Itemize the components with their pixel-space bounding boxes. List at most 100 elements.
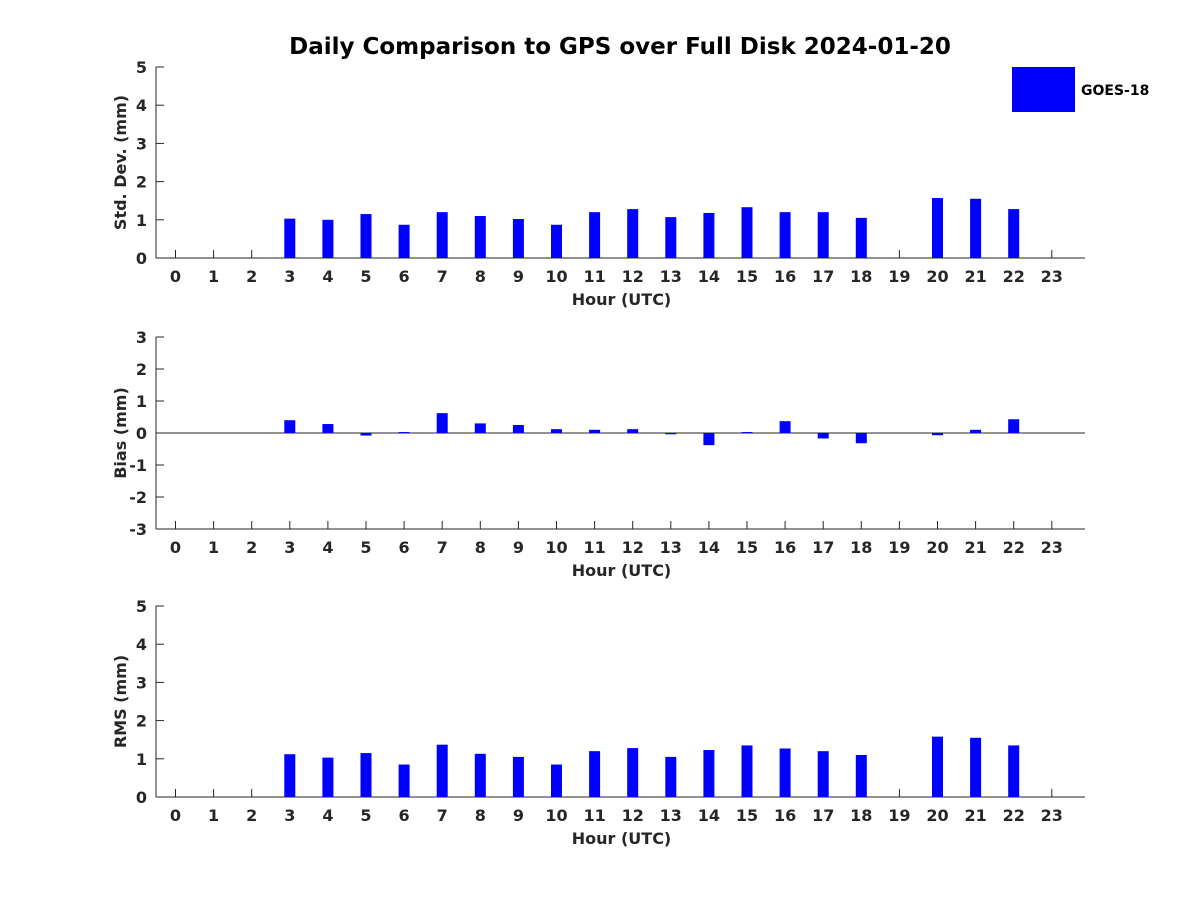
x-tick-label: 23 [1041,538,1063,557]
bar-hour-4 [322,757,334,797]
y-tick-label: 0 [136,788,147,807]
bar-hour-7 [436,413,448,433]
x-axis-label: Hour (UTC) [572,290,672,309]
y-tick-label: -3 [129,520,147,539]
bar-hour-17 [817,433,829,439]
bar-hour-5 [360,753,372,797]
bar-hour-10 [551,764,562,797]
x-tick-label: 12 [622,267,644,286]
bar-hour-13 [665,433,677,435]
x-tick-label: 21 [964,267,986,286]
bar-hour-3 [284,754,296,797]
y-tick-label: 3 [136,673,147,692]
x-tick-label: 13 [660,538,682,557]
x-tick-label: 5 [360,538,371,557]
x-tick-label: 13 [660,267,682,286]
x-tick-label: 16 [774,538,796,557]
x-tick-label: 4 [322,267,333,286]
bar-hour-20 [932,736,943,797]
x-tick-label: 23 [1041,806,1063,825]
x-tick-label: 9 [513,267,524,286]
x-tick-label: 2 [246,267,257,286]
bar-hour-11 [589,429,601,433]
y-tick-label: 1 [136,750,147,769]
x-tick-label: 15 [736,267,758,286]
x-tick-label: 18 [850,538,872,557]
bar-hour-3 [284,420,296,433]
bar-hour-15 [741,432,753,434]
bar-hour-6 [398,432,410,434]
bar-hour-9 [512,219,524,258]
x-tick-label: 22 [1003,267,1025,286]
y-tick-label: -2 [129,488,147,507]
x-tick-label: 6 [399,538,410,557]
x-tick-label: 8 [475,806,486,825]
x-tick-label: 12 [622,806,644,825]
x-tick-label: 9 [513,806,524,825]
x-tick-label: 6 [399,267,410,286]
bar-hour-13 [665,756,677,797]
bar-hour-18 [855,217,867,258]
y-tick-label: 4 [136,96,147,115]
x-tick-label: 8 [475,538,486,557]
bar-hour-12 [627,748,639,797]
x-tick-label: 14 [698,806,720,825]
x-tick-label: 4 [322,806,333,825]
y-tick-label: 1 [136,211,147,230]
bar-hour-10 [551,429,562,433]
bar-hour-5 [360,214,372,258]
bar-hour-8 [474,215,486,258]
bar-hour-11 [589,751,601,797]
x-tick-label: 3 [284,538,295,557]
x-axis-label: Hour (UTC) [572,561,672,580]
bar-hour-7 [436,744,448,797]
x-tick-label: 11 [583,267,605,286]
x-tick-label: 4 [322,538,333,557]
bar-hour-14 [703,212,715,258]
x-tick-label: 5 [360,806,371,825]
bar-hour-13 [665,217,677,258]
x-tick-label: 2 [246,538,257,557]
y-tick-label: 5 [136,58,147,77]
bar-hour-22 [1008,745,1020,797]
x-tick-label: 15 [736,538,758,557]
x-tick-label: 7 [437,806,448,825]
bar-hour-14 [703,750,715,797]
x-tick-label: 1 [208,538,219,557]
bar-hour-18 [855,433,867,444]
y-axis-label: RMS (mm) [111,655,130,748]
x-tick-label: 0 [170,538,181,557]
bar-hour-17 [817,212,829,258]
bar-hour-16 [779,212,791,258]
x-tick-label: 3 [284,267,295,286]
x-tick-label: 14 [698,267,720,286]
bar-hour-21 [970,737,982,797]
x-tick-label: 7 [437,538,448,557]
x-tick-label: 7 [437,267,448,286]
bar-hour-16 [779,748,791,797]
y-tick-label: -1 [129,456,147,475]
x-tick-label: 17 [812,538,834,557]
y-axis-label: Std. Dev. (mm) [111,95,130,230]
y-tick-label: 2 [136,360,147,379]
chart-title: Daily Comparison to GPS over Full Disk 2… [289,34,951,60]
y-tick-label: 1 [136,392,147,411]
x-tick-label: 0 [170,806,181,825]
x-tick-label: 14 [698,538,720,557]
x-tick-label: 1 [208,267,219,286]
bar-hour-15 [741,745,753,797]
x-tick-label: 18 [850,267,872,286]
x-tick-label: 22 [1003,538,1025,557]
y-tick-label: 4 [136,635,147,654]
x-tick-label: 18 [850,806,872,825]
x-tick-label: 17 [812,267,834,286]
legend: GOES-18 [1012,67,1149,112]
bar-hour-9 [512,756,524,797]
bar-hour-3 [284,218,296,258]
bar-hour-8 [474,753,486,797]
bar-hour-22 [1008,209,1020,258]
x-tick-label: 21 [964,538,986,557]
